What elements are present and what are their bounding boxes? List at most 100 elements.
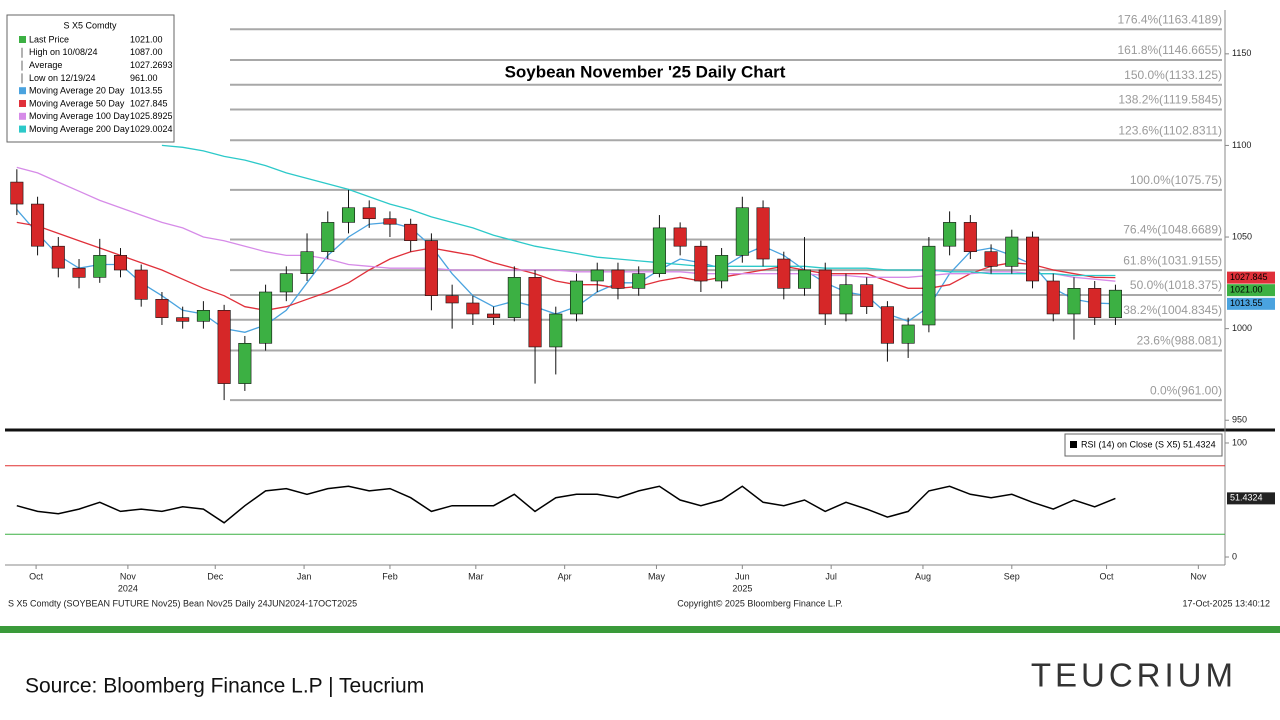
x-tick-label: Jan <box>297 571 312 581</box>
candle-body <box>113 255 128 271</box>
footnote: S X5 Comdty (SOYBEAN FUTURE Nov25) Bean … <box>8 598 357 608</box>
y-tick-label: 1100 <box>1232 140 1251 150</box>
candle-body <box>549 313 563 348</box>
candle-body <box>797 269 812 289</box>
candle-body <box>694 245 708 282</box>
candle-body <box>507 277 521 318</box>
legend-title: S X5 Comdty <box>63 20 117 30</box>
legend-label: Moving Average 100 Day <box>29 111 130 121</box>
last-value-tag-label: 1013.55 <box>1230 298 1263 308</box>
candle-body <box>383 218 397 225</box>
legend-swatch <box>19 100 26 107</box>
rsi-legend-label: RSI (14) on Close (S X5) 51.4324 <box>1081 439 1216 449</box>
rsi-legend-swatch <box>1070 441 1077 448</box>
candle-body <box>31 203 45 247</box>
legend-value: 1029.0024 <box>130 124 173 134</box>
candle-body <box>341 207 356 223</box>
candle-body <box>155 299 169 318</box>
chart-title: Soybean November '25 Daily Chart <box>505 62 786 81</box>
candle-body <box>176 317 190 322</box>
fib-label: 161.8%(1146.6655) <box>1117 43 1222 57</box>
candle-body <box>756 207 770 260</box>
x-tick-label: May <box>648 571 666 581</box>
candle-body <box>466 302 480 315</box>
legend-swatch <box>19 36 26 43</box>
legend-value: 961.00 <box>130 73 158 83</box>
legend-label: High on 10/08/24 <box>29 47 98 57</box>
legend-label: Moving Average 200 Day <box>29 124 130 134</box>
fib-label: 123.6%(1102.8311) <box>1118 123 1222 137</box>
candle-body <box>1026 236 1040 282</box>
candle-body <box>279 273 293 293</box>
fib-label: 176.4%(1163.4189) <box>1117 12 1222 26</box>
candle-body <box>300 251 314 274</box>
candle-body <box>818 269 832 315</box>
candle-body <box>528 277 542 348</box>
x-tick-label: Aug <box>915 571 931 581</box>
candle-body <box>901 324 915 344</box>
y-tick-label: 1000 <box>1232 323 1252 333</box>
x-tick-label: Mar <box>468 571 484 581</box>
candle-body <box>424 240 438 296</box>
x-tick-label: Nov <box>120 571 137 581</box>
legend-value: 1027.845 <box>130 98 168 108</box>
candle-body <box>51 245 65 269</box>
candle-body <box>673 227 687 247</box>
rsi-tag-label: 51.4324 <box>1230 493 1263 503</box>
last-price-tag-label: 1021.00 <box>1230 285 1263 295</box>
legend-box <box>6 14 175 143</box>
candle-body <box>880 306 894 344</box>
x-tick-label: Dec <box>207 571 224 581</box>
candle-body <box>134 269 148 300</box>
candle-body <box>632 273 646 289</box>
candle-body <box>93 255 107 278</box>
candle-body <box>259 291 273 344</box>
legend-value: 1013.55 <box>130 86 163 96</box>
candle-body <box>569 280 584 315</box>
x-tick-label: Sep <box>1004 571 1020 581</box>
fib-label: 61.8%(1031.9155) <box>1123 253 1222 267</box>
candle-body <box>777 258 791 289</box>
x-tick-label: Feb <box>382 571 398 581</box>
fib-label: 50.0%(1018.375) <box>1130 278 1222 292</box>
legend-label: Last Price <box>29 34 69 44</box>
candle-body <box>1088 288 1102 318</box>
x-year-label: 2025 <box>732 583 752 593</box>
candle-body <box>1005 236 1019 267</box>
candle-body <box>1046 280 1060 315</box>
legend-swatch <box>19 112 26 120</box>
x-tick-label: Oct <box>29 571 44 581</box>
rsi-legend-box <box>1064 433 1223 457</box>
fib-label: 138.2%(1119.5845) <box>1118 93 1222 107</box>
copyright: Copyright© 2025 Bloomberg Finance L.P. <box>677 598 843 608</box>
x-tick-label: Nov <box>1190 571 1207 581</box>
candle-body <box>10 181 24 205</box>
divider-bar <box>0 626 1280 633</box>
y-tick-label: 1050 <box>1232 231 1252 241</box>
fib-label: 100.0%(1075.75) <box>1130 173 1222 187</box>
candle-body <box>217 310 231 384</box>
x-tick-label: Apr <box>558 571 572 581</box>
candle-body <box>72 267 86 278</box>
x-year-label: 2024 <box>118 583 138 593</box>
candle-body <box>1067 288 1081 315</box>
candle-body <box>196 310 210 322</box>
x-tick-label: Oct <box>1100 571 1115 581</box>
candle-body <box>839 284 853 315</box>
last-value-tag <box>1227 297 1275 310</box>
candle-body <box>943 222 957 247</box>
candle-body <box>321 222 335 252</box>
candle-body <box>735 207 749 256</box>
rsi-line <box>16 485 1116 524</box>
rsi-tag <box>1227 492 1275 505</box>
legend-swatch <box>19 87 26 95</box>
fib-label: 38.2%(1004.8345) <box>1123 303 1222 317</box>
x-tick-label: Jul <box>825 571 837 581</box>
candle-body <box>238 342 252 384</box>
candle-body <box>984 251 998 267</box>
fib-label: 0.0%(961.00) <box>1150 383 1222 397</box>
candle-body <box>362 207 376 220</box>
legend-label: Moving Average 50 Day <box>29 98 125 108</box>
